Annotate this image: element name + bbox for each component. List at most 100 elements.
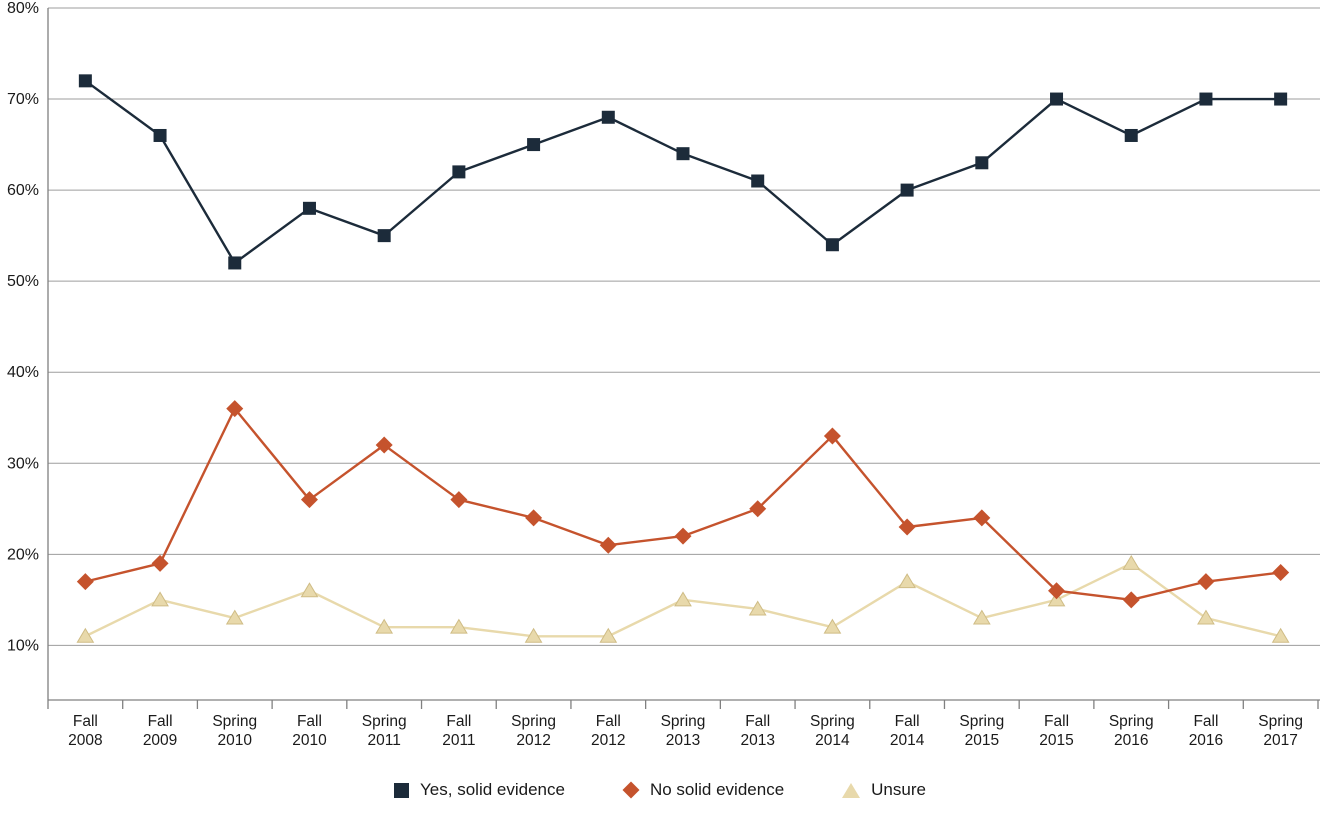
- x-tick-label: 2013: [740, 732, 774, 749]
- x-tick-label: 2014: [815, 732, 850, 749]
- marker-diamond: [300, 491, 318, 509]
- marker-diamond: [450, 491, 468, 509]
- x-tick-label: Spring: [1258, 713, 1303, 730]
- marker-square: [228, 256, 242, 270]
- x-tick-label: Fall: [73, 713, 98, 730]
- legend-label: No solid evidence: [649, 780, 785, 799]
- marker-diamond: [525, 509, 543, 527]
- legend-item-no: No solid evidence: [622, 780, 785, 800]
- marker-diamond: [599, 536, 617, 554]
- marker-diamond: [898, 518, 916, 536]
- legend-marker-square-icon: [394, 782, 410, 798]
- x-tick-label: Spring: [362, 713, 407, 730]
- marker-triangle: [599, 627, 618, 643]
- x-tick-label: Spring: [1109, 713, 1154, 730]
- x-tick-label: Fall: [297, 713, 322, 730]
- marker-diamond: [1048, 582, 1066, 600]
- marker-triangle: [823, 618, 842, 634]
- legend-item-yes: Yes, solid evidence: [394, 780, 565, 800]
- x-tick-label: Fall: [1044, 713, 1069, 730]
- y-tick-label: 20%: [7, 546, 39, 563]
- marker-diamond: [226, 400, 244, 418]
- marker-triangle: [450, 618, 468, 634]
- x-tick-label: Spring: [212, 713, 257, 730]
- marker-triangle: [225, 609, 244, 625]
- marker-square: [452, 165, 466, 179]
- x-tick-label: 2016: [1114, 732, 1148, 749]
- marker-diamond: [973, 509, 991, 527]
- x-tick-label: 2011: [442, 732, 475, 749]
- marker-square: [676, 147, 690, 161]
- x-tick-label: 2011: [368, 732, 401, 749]
- legend-marker-triangle-icon: [842, 782, 861, 798]
- plot-area: 10% 20% 30% 40% 50% 60% 70% 80% Fall 2008 Fall 2009…: [7, 0, 1320, 749]
- x-tick-label: 2008: [68, 732, 102, 749]
- y-tick-label: 60%: [7, 182, 39, 199]
- x-tick-label: 2014: [890, 732, 925, 749]
- marker-triangle: [524, 627, 543, 643]
- y-tick-label: 40%: [7, 364, 39, 381]
- x-tick-label: 2009: [143, 732, 177, 749]
- marker-diamond: [823, 427, 841, 445]
- marker-square: [1274, 92, 1288, 106]
- marker-triangle: [1122, 554, 1141, 570]
- marker-triangle: [1197, 609, 1215, 625]
- legend-label: Yes, solid evidence: [420, 780, 565, 799]
- marker-diamond: [749, 500, 767, 518]
- x-tick-label: 2010: [292, 732, 327, 749]
- marker-square: [302, 201, 316, 215]
- x-tick-label: Spring: [810, 713, 855, 730]
- marker-diamond: [76, 573, 94, 591]
- legend-label: Unsure: [871, 780, 926, 799]
- marker-square: [377, 229, 391, 243]
- legend-marker-diamond-icon: [622, 781, 640, 799]
- x-tick-label: Spring: [511, 713, 556, 730]
- marker-square: [527, 138, 541, 152]
- y-tick-label: 10%: [7, 637, 39, 654]
- x-tick-label: Spring: [959, 713, 1004, 730]
- x-tick-label: Fall: [745, 713, 770, 730]
- y-tick-label: 50%: [7, 273, 39, 290]
- x-tick-label: Spring: [661, 713, 706, 730]
- x-tick-label: Fall: [895, 713, 920, 730]
- marker-triangle: [151, 591, 169, 607]
- marker-diamond: [1122, 591, 1140, 609]
- x-tick-label: 2017: [1263, 732, 1297, 749]
- marker-square: [1124, 128, 1138, 142]
- x-tick-label: 2012: [516, 732, 550, 749]
- marker-triangle: [300, 582, 319, 598]
- x-tick-label: 2013: [666, 732, 700, 749]
- marker-triangle: [748, 600, 767, 616]
- chart-legend: Yes, solid evidence No solid evidence Un…: [0, 770, 1320, 810]
- marker-square: [153, 128, 167, 142]
- x-tick-label: Fall: [596, 713, 621, 730]
- legend-item-unsure: Unsure: [842, 780, 926, 800]
- marker-square: [825, 238, 839, 252]
- marker-diamond: [1272, 564, 1290, 582]
- x-tick-label: 2012: [591, 732, 625, 749]
- series-line-square: [84, 79, 1282, 265]
- marker-triangle: [898, 573, 916, 589]
- x-tick-label: Fall: [148, 713, 173, 730]
- y-tick-label: 80%: [7, 0, 39, 17]
- marker-square: [78, 74, 92, 88]
- series-line-diamond: [84, 407, 1282, 602]
- marker-square: [975, 156, 989, 170]
- marker-square: [601, 110, 615, 124]
- marker-square: [751, 174, 765, 188]
- x-tick-label: 2010: [218, 732, 253, 749]
- marker-diamond: [151, 554, 169, 572]
- x-tick-label: 2015: [1039, 732, 1073, 749]
- y-tick-label: 30%: [7, 455, 39, 472]
- x-tick-label: Fall: [446, 713, 471, 730]
- x-tick-label: 2015: [965, 732, 999, 749]
- marker-triangle: [375, 618, 394, 634]
- marker-triangle: [76, 627, 95, 643]
- marker-triangle: [972, 609, 991, 625]
- marker-triangle: [1271, 627, 1290, 643]
- marker-square: [1050, 92, 1064, 106]
- marker-square: [900, 183, 914, 197]
- y-tick-label: 70%: [7, 91, 39, 108]
- marker-triangle: [674, 591, 692, 607]
